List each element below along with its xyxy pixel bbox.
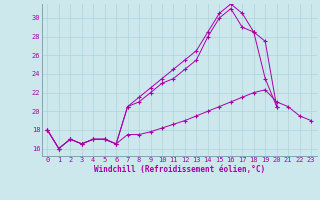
- X-axis label: Windchill (Refroidissement éolien,°C): Windchill (Refroidissement éolien,°C): [94, 165, 265, 174]
